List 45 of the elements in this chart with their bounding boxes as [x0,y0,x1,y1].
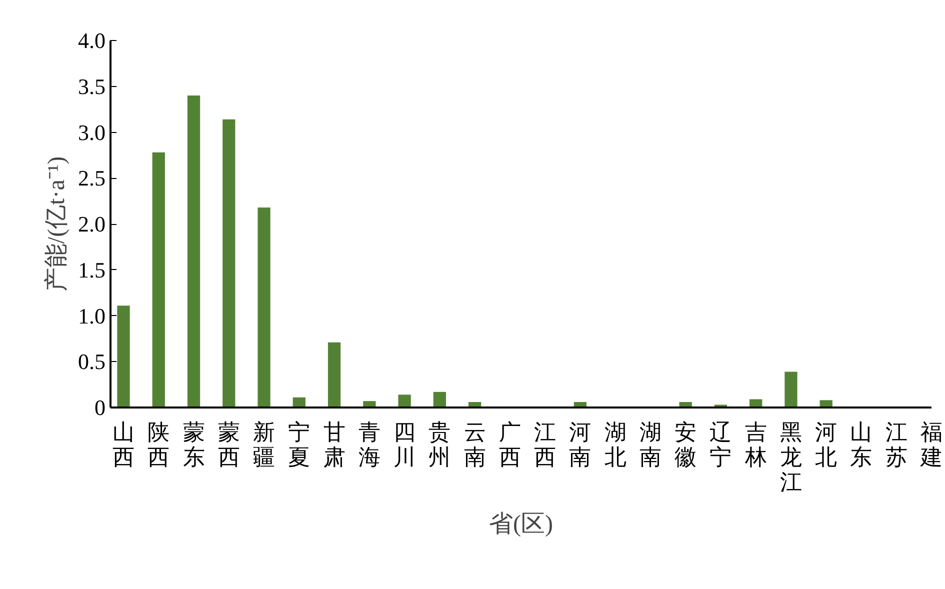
y-tick-label: 4.0 [78,28,106,53]
x-tick-label: 吉林 [744,420,767,470]
bar [187,96,200,408]
x-tick-label: 山西 [112,420,134,470]
x-tick-label: 河南 [569,420,592,470]
y-tick-label: 3.5 [78,74,106,99]
x-tick-label: 湖南 [639,420,662,470]
bar [398,394,411,408]
x-tick-label: 湖北 [604,420,626,470]
x-tick-label: 甘肃 [323,420,346,470]
x-tick-label: 四川 [394,420,416,470]
x-tick-label: 广西 [498,420,521,470]
x-tick-label: 新疆 [253,420,276,470]
x-tick-label: 辽宁 [710,420,732,470]
bar [750,399,762,408]
x-tick-label: 黑龙江 [780,420,802,494]
y-tick-label: 3.0 [78,120,106,145]
bar [222,119,236,408]
y-tick-label: 2.0 [78,212,106,236]
x-tick-label: 陕西 [148,420,170,470]
x-tick-label: 蒙西 [218,420,240,470]
bar [784,372,798,408]
y-tick-label: 1.5 [78,257,106,282]
x-tick-label: 江苏 [885,420,908,470]
y-axis-title: 产能/(亿t·a⁻¹) [43,156,70,292]
y-tick-label: 2.5 [78,166,106,191]
x-tick-label: 云南 [464,420,486,470]
bar [433,392,446,408]
x-tick-label: 蒙东 [182,420,205,470]
x-tick-label: 宁夏 [288,420,310,470]
y-tick-label: 1.0 [78,303,106,328]
bar [328,342,341,408]
x-tick-label: 江西 [534,420,556,470]
x-tick-label: 河北 [815,420,838,470]
y-tick-label: 0.5 [78,349,106,374]
bar [258,207,270,408]
x-tick-label: 福建 [920,420,942,470]
x-tick-label: 贵州 [428,420,451,470]
bar [117,306,130,408]
y-tick-label: 0 [94,395,106,420]
x-tick-label: 安徽 [674,420,697,470]
x-tick-label: 青海 [358,420,380,470]
x-tick-label: 山东 [850,420,872,470]
bar [152,152,165,408]
x-axis-title: 省(区) [489,512,553,538]
